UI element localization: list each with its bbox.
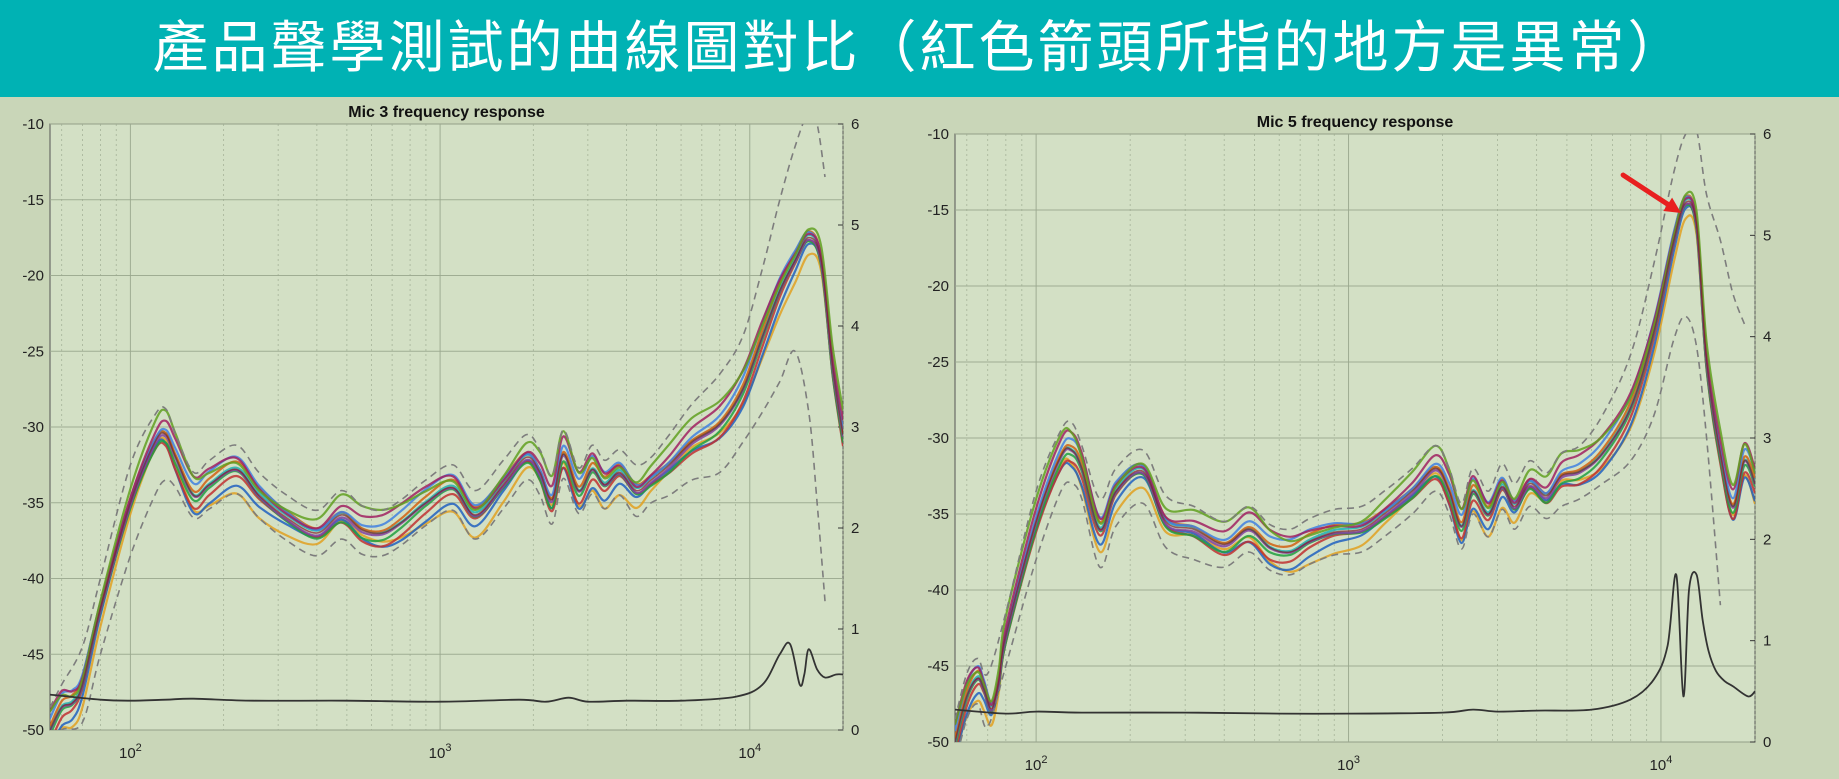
y-tick-label: -15 (22, 192, 44, 209)
y-tick-label: -30 (927, 430, 949, 447)
response-curve (50, 230, 843, 719)
y2-tick-label: 6 (851, 116, 859, 133)
y-tick-label: -10 (927, 126, 949, 143)
deviation-curve (50, 641, 843, 703)
y-tick-label: -40 (22, 571, 44, 588)
y2-tick-label: 6 (1763, 126, 1771, 143)
y-tick-label: -10 (22, 116, 44, 133)
y2-tick-label: 2 (1763, 531, 1771, 548)
y-tick-label: -50 (927, 734, 949, 751)
x-tick-label: 104 (738, 742, 761, 762)
y2-tick-label: 3 (1763, 430, 1771, 447)
x-tick-label: 102 (119, 742, 142, 762)
lower-limit-line (959, 315, 1722, 742)
y-tick-label: -35 (927, 506, 949, 523)
y-tick-label: -50 (22, 722, 44, 739)
response-curve (50, 227, 843, 713)
chart-title: Mic 5 frequency response (1257, 114, 1454, 131)
plot-series (50, 124, 843, 730)
response-curve (955, 190, 1755, 725)
y-tick-label: -40 (927, 582, 949, 599)
response-curve-mean (50, 236, 843, 730)
lower-limit-line (60, 349, 826, 730)
anomaly-arrow-head (1663, 197, 1682, 214)
y-tick-label: -35 (22, 495, 44, 512)
x-tick-label: 102 (1025, 754, 1048, 774)
y-tick-label: -45 (22, 646, 44, 663)
y-tick-label: -25 (22, 343, 44, 360)
chart-mic3: -10 -15 -20 -25 -30 -35 -40 -45 -50 6 5 4 3 2 1 0 102 103… (22, 104, 859, 762)
y-tick-label: -15 (927, 202, 949, 219)
y-tick-label: -45 (927, 658, 949, 675)
x-tick-label: 103 (1337, 754, 1360, 774)
y2-tick-label: 0 (851, 722, 859, 739)
plot-series (955, 134, 1755, 742)
x-tick-label: 104 (1650, 754, 1673, 774)
chart-title: Mic 3 frequency response (348, 104, 545, 121)
anomaly-arrow-shaft (1620, 172, 1671, 207)
y2-tick-label: 0 (1763, 734, 1771, 751)
upper-limit-line (50, 124, 826, 708)
y2-tick-label: 5 (1763, 227, 1771, 244)
deviation-curve (955, 571, 1755, 715)
x-tick-label: 103 (429, 742, 452, 762)
response-curve-mean (955, 200, 1755, 742)
title-banner: 產品聲學測試的曲線圖對比（紅色箭頭所指的地方是異常） (0, 0, 1839, 97)
chart-mic5: -10 -15 -20 -25 -30 -35 -40 -45 -50 6 5 4 3 2 1 0 102 103… (927, 114, 1771, 774)
y2-tick-label: 1 (1763, 633, 1771, 650)
y2-tick-label: 2 (851, 520, 859, 537)
upper-limit-line (955, 134, 1746, 720)
y-tick-label: -25 (927, 354, 949, 371)
y-tick-label: -20 (927, 278, 949, 295)
y-tick-label: -30 (22, 419, 44, 436)
y2-tick-label: 4 (1763, 329, 1771, 346)
y2-tick-label: 4 (851, 318, 859, 335)
slide-title: 產品聲學測試的曲線圖對比（紅色箭頭所指的地方是異常） (152, 16, 1687, 81)
y-tick-label: -20 (22, 268, 44, 285)
y2-tick-label: 5 (851, 217, 859, 234)
y2-tick-label: 3 (851, 419, 859, 436)
y2-tick-label: 1 (851, 621, 859, 638)
